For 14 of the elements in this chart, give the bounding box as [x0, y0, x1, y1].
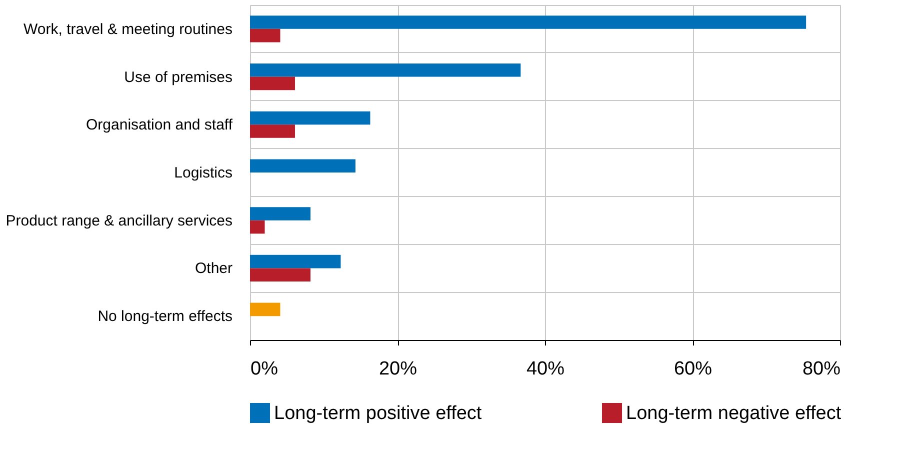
- x-tick-label: 80%: [802, 358, 841, 380]
- y-tick-label: Product range & ancillary services: [6, 212, 232, 230]
- y-tick-label: No long-term effects: [98, 308, 232, 326]
- legend-label: Long-term negative effect: [626, 403, 842, 424]
- y-tick-label: Other: [194, 260, 233, 278]
- legend-label: Long-term positive effect: [274, 403, 482, 424]
- x-tick-label: 0%: [250, 358, 278, 380]
- x-tick-label: 20%: [378, 358, 418, 380]
- y-tick-label: Logistics: [174, 164, 232, 182]
- y-tick-label: Use of premises: [124, 68, 232, 86]
- y-tick-label: Organisation and staff: [86, 116, 234, 134]
- x-tick-label: 60%: [674, 358, 712, 380]
- y-tick-label: Work, travel & meeting routines: [24, 20, 232, 38]
- x-tick-label: 40%: [526, 358, 565, 380]
